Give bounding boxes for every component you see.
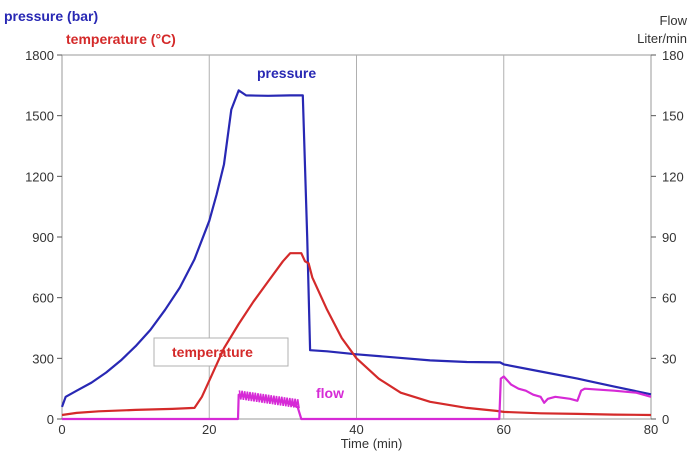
y-right-tick-label: 150 <box>662 109 684 124</box>
y-left-tick-label: 1800 <box>25 48 54 63</box>
annotation-pressure: pressure <box>257 65 316 81</box>
y-axis-label-flow-line1: Flow <box>659 13 687 28</box>
y-right-tick-label: 0 <box>662 412 669 427</box>
y-left-tick-label: 300 <box>32 351 54 366</box>
x-tick-label: 80 <box>644 422 658 437</box>
y-left-tick-label: 900 <box>32 230 54 245</box>
y-left-tick-label: 1500 <box>25 109 54 124</box>
y-axis-label-flow-line2: Liter/min <box>637 31 687 46</box>
series-line-temperature <box>61 252 652 417</box>
y-right-tick-label: 60 <box>662 291 676 306</box>
series-line-pressure <box>60 89 652 408</box>
y-axis-label-temperature: temperature (°C) <box>66 31 176 47</box>
x-tick-label: 20 <box>202 422 216 437</box>
y-axis-label-pressure: pressure (bar) <box>4 8 99 24</box>
y-axis-label-flow: Flow Liter/min <box>637 12 687 48</box>
y-left-tick-label: 1200 <box>25 169 54 184</box>
annotation-flow: flow <box>316 385 344 401</box>
x-tick-label: 60 <box>497 422 511 437</box>
y-right-tick-label: 120 <box>662 169 684 184</box>
x-tick-label: 0 <box>58 422 65 437</box>
series-noise-flow <box>238 390 300 409</box>
y-left-tick-label: 0 <box>47 412 54 427</box>
y-right-tick-label: 90 <box>662 230 676 245</box>
annotation-temperature: temperature <box>172 344 253 360</box>
y-right-tick-label: 30 <box>662 351 676 366</box>
x-tick-label: 40 <box>349 422 363 437</box>
x-axis-label: Time (min) <box>341 436 403 451</box>
y-left-tick-label: 600 <box>32 291 54 306</box>
temperature-annotation-box <box>153 337 289 367</box>
y-right-tick-label: 180 <box>662 48 684 63</box>
